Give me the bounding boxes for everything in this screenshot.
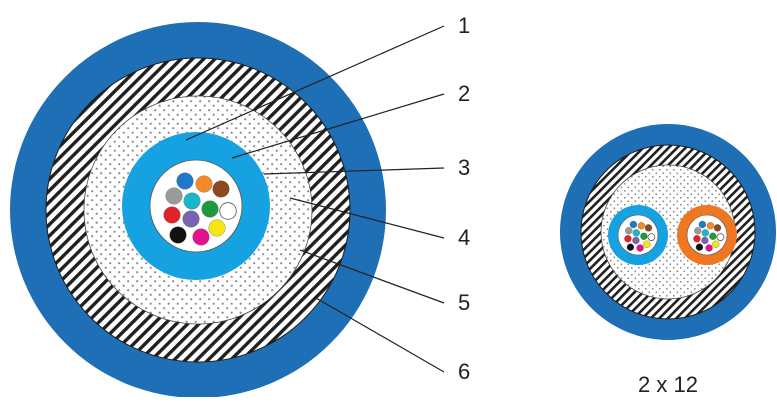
slate-fiber <box>625 227 633 235</box>
white-fiber <box>219 202 237 220</box>
yellow-fiber <box>643 240 651 248</box>
callout-label-2: 2 <box>458 81 470 106</box>
slate-fiber <box>165 187 183 205</box>
aqua-fiber <box>183 192 201 210</box>
violet-fiber <box>182 210 200 228</box>
white-fiber <box>716 233 725 242</box>
brown-fiber <box>713 224 722 232</box>
leader-lines <box>185 25 445 373</box>
brown-fiber <box>644 224 653 232</box>
green-fiber <box>640 232 648 240</box>
aqua-fiber <box>701 229 709 237</box>
callout-label-5: 5 <box>458 290 470 315</box>
orange-fiber <box>706 222 715 230</box>
leader-line-5 <box>299 249 445 304</box>
brown-fiber <box>212 180 230 198</box>
rose-fiber <box>636 244 644 252</box>
black-fiber <box>695 243 704 251</box>
slate-fiber <box>694 227 702 235</box>
dual-cable-caption: 2 x 12 <box>638 372 698 397</box>
callout-label-6: 6 <box>458 359 470 384</box>
blue-fiber <box>176 172 194 190</box>
red-fiber <box>693 235 701 243</box>
fiber-bundle <box>163 172 237 246</box>
blue-fiber <box>698 220 707 229</box>
red-fiber <box>163 206 181 224</box>
callout-label-3: 3 <box>458 155 470 180</box>
white-fiber <box>647 233 656 242</box>
leader-line-6 <box>315 297 445 373</box>
violet-fiber <box>701 236 709 245</box>
orange-fiber <box>637 222 646 230</box>
violet-fiber <box>632 236 640 245</box>
blue-tube-fiber-bundle <box>624 220 656 252</box>
orange-tube-fiber-bundle <box>693 220 725 252</box>
black-fiber <box>626 243 635 251</box>
red-fiber <box>624 235 632 243</box>
rose-fiber <box>192 228 210 246</box>
black-fiber <box>169 226 187 244</box>
aqua-fiber <box>632 229 640 237</box>
rose-fiber <box>705 244 713 252</box>
blue-fiber <box>629 220 638 229</box>
green-fiber <box>201 200 219 218</box>
leader-line-3 <box>263 167 445 175</box>
leader-line-4 <box>289 197 445 239</box>
green-fiber <box>709 232 717 240</box>
callout-label-1: 1 <box>458 13 470 38</box>
leader-line-1 <box>185 25 445 141</box>
yellow-fiber <box>712 240 720 248</box>
orange-fiber <box>195 175 213 193</box>
main-cable <box>10 22 386 398</box>
callout-label-4: 4 <box>458 225 470 250</box>
leader-line-2 <box>231 93 445 159</box>
yellow-fiber <box>208 219 226 237</box>
dual-tube-cable <box>560 124 776 340</box>
callout-labels: 1 2 3 4 5 6 <box>458 13 470 384</box>
